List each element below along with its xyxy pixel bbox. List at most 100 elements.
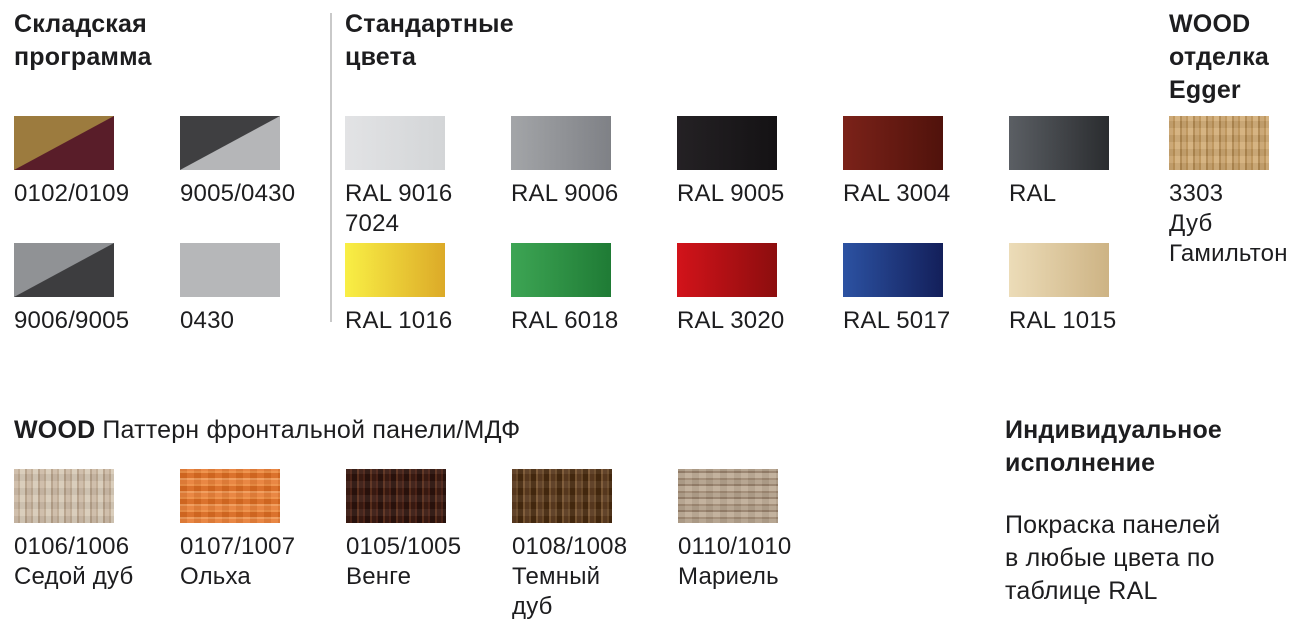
swatch-code: RAL 3020: [677, 307, 785, 334]
swatch-label: 0107/1007 Ольха: [180, 532, 340, 592]
color-swatch: [1009, 116, 1109, 170]
color-swatch: [678, 469, 778, 523]
swatch-name-line: Ольха: [180, 563, 251, 590]
swatch-code: RAL 1016: [345, 307, 453, 334]
egger-title-line: WOOD: [1169, 10, 1251, 38]
standard-colors-section-title: Стандартные цвета: [345, 8, 514, 74]
swatch-label: RAL 9005: [677, 179, 837, 209]
swatch-cell-9005-0430: 9005/0430: [180, 116, 340, 209]
swatch-cell-0108-1008: 0108/1008 Темный дуб: [512, 469, 672, 622]
color-swatch: [511, 116, 611, 170]
swatch-code: RAL 9016: [345, 180, 453, 207]
color-swatch: [511, 243, 611, 297]
swatch-name-line: Седой дуб: [14, 563, 134, 590]
swatch-label: RAL 1016: [345, 306, 505, 336]
custom-body-line: таблице RAL: [1005, 577, 1158, 605]
warehouse-title-line: программа: [14, 43, 152, 71]
color-swatch: [1009, 243, 1109, 297]
swatch-name-line: Темный: [512, 563, 601, 590]
swatch-cell-ral: RAL: [1009, 116, 1169, 209]
custom-body-line: в любые цвета по: [1005, 544, 1215, 572]
swatch-cell-ral-9005: RAL 9005: [677, 116, 837, 209]
swatch-code: RAL 9006: [511, 180, 619, 207]
color-swatch: [512, 469, 612, 523]
color-swatch: [180, 116, 280, 170]
swatch-cell-ral-9006: RAL 9006: [511, 116, 671, 209]
swatch-code: RAL 1015: [1009, 307, 1117, 334]
swatch-code: 0102/0109: [14, 180, 130, 207]
swatch-label: RAL 9006: [511, 179, 671, 209]
swatch-label: 9005/0430: [180, 179, 340, 209]
swatch-code: 0430: [180, 307, 235, 334]
swatch-label: 0108/1008 Темный дуб: [512, 532, 672, 622]
custom-body-line: Покраска панелей: [1005, 511, 1221, 539]
standard-title-line: Стандартные: [345, 10, 514, 38]
section-divider: [330, 13, 332, 322]
custom-title-line: Индивидуальное: [1005, 416, 1223, 444]
swatch-cell-ral-1015: RAL 1015: [1009, 243, 1169, 336]
custom-finish-section-title: Индивидуальное исполнение: [1005, 414, 1222, 480]
swatch-code: 9006/9005: [14, 307, 130, 334]
swatch-code: 0110/1010: [678, 533, 792, 560]
swatch-cell-9006-9005: 9006/9005: [14, 243, 174, 336]
swatch-cell-0110-1010: 0110/1010 Мариель: [678, 469, 838, 592]
swatch-cell-ral-9016: RAL 9016 7024: [345, 116, 505, 239]
color-swatch: [677, 116, 777, 170]
swatch-cell-ral-5017: RAL 5017: [843, 243, 1003, 336]
swatch-code: 9005/0430: [180, 180, 296, 207]
egger-title-line: отделка: [1169, 43, 1270, 71]
swatch-label: 0430: [180, 306, 340, 336]
color-swatch: [843, 243, 943, 297]
swatch-cell-ral-1016: RAL 1016: [345, 243, 505, 336]
swatch-label: RAL 1015: [1009, 306, 1169, 336]
swatch-code: 3303: [1169, 180, 1224, 207]
swatch-code: 0107/1007: [180, 533, 296, 560]
egger-section-title: WOOD отделка Egger: [1169, 8, 1269, 107]
swatch-label: 0106/1006 Седой дуб: [14, 532, 174, 592]
color-swatch: [677, 243, 777, 297]
color-swatch: [843, 116, 943, 170]
color-swatch: [180, 469, 280, 523]
swatch-label: 0110/1010 Мариель: [678, 532, 838, 592]
custom-finish-description: Покраска панелей в любые цвета по таблиц…: [1005, 509, 1220, 608]
swatch-code: RAL 9005: [677, 180, 785, 207]
wood-pattern-title-rest: Паттерн фронтальной панели/МДФ: [102, 416, 521, 444]
swatch-name-line: дуб: [512, 593, 553, 620]
swatch-cell-0105-1005: 0105/1005 Венге: [346, 469, 506, 592]
color-swatch: [1169, 116, 1269, 170]
swatch-label: RAL 3020: [677, 306, 837, 336]
color-swatch: [14, 116, 114, 170]
swatch-label: RAL 3004: [843, 179, 1003, 209]
swatch-label: 3303 Дуб Гамильтон: [1169, 179, 1313, 269]
color-swatch: [345, 116, 445, 170]
swatch-name-line: Гамильтон: [1169, 240, 1288, 267]
swatch-label: RAL 9016 7024: [345, 179, 505, 239]
swatch-label: 0105/1005 Венге: [346, 532, 506, 592]
wood-pattern-title-bold: WOOD: [14, 416, 96, 444]
swatch-code: RAL 5017: [843, 307, 951, 334]
color-swatch: [180, 243, 280, 297]
swatch-code: RAL 6018: [511, 307, 619, 334]
egger-title-line: Egger: [1169, 76, 1241, 104]
swatch-cell-ral-3020: RAL 3020: [677, 243, 837, 336]
swatch-name-line: Мариель: [678, 563, 779, 590]
swatch-cell-0430: 0430: [180, 243, 340, 336]
swatch-cell-0106-1006: 0106/1006 Седой дуб: [14, 469, 174, 592]
color-swatch: [345, 243, 445, 297]
swatch-label: RAL 5017: [843, 306, 1003, 336]
color-swatch: [14, 469, 114, 523]
wood-pattern-section-title: WOOD Паттерн фронтальной панели/МДФ: [14, 414, 520, 447]
swatch-code: 0105/1005: [346, 533, 462, 560]
color-swatch: [14, 243, 114, 297]
swatch-cell-ral-6018: RAL 6018: [511, 243, 671, 336]
swatch-label: RAL: [1009, 179, 1169, 209]
swatch-code: 0106/1006: [14, 533, 130, 560]
swatch-name-line: 7024: [345, 210, 400, 237]
swatch-label: RAL 6018: [511, 306, 671, 336]
swatch-cell-3303: 3303 Дуб Гамильтон: [1169, 116, 1313, 269]
warehouse-title-line: Складская: [14, 10, 147, 38]
swatch-cell-0107-1007: 0107/1007 Ольха: [180, 469, 340, 592]
swatch-name-line: Венге: [346, 563, 412, 590]
swatch-cell-0102-0109: 0102/0109: [14, 116, 174, 209]
